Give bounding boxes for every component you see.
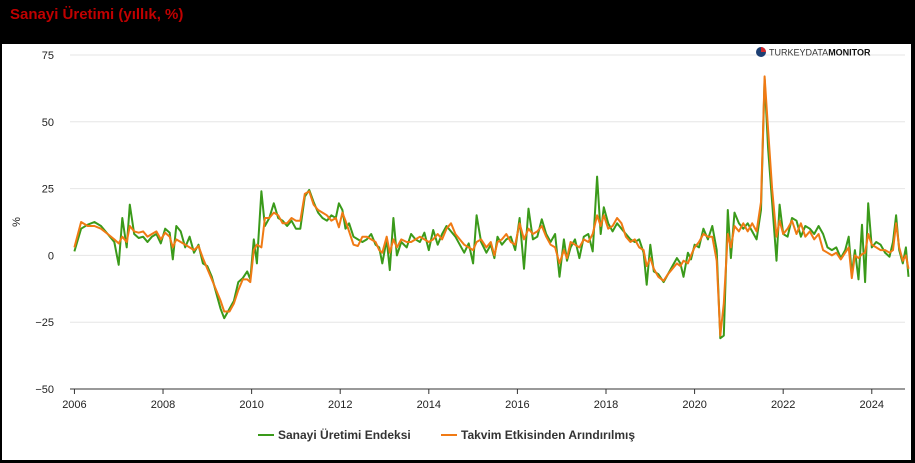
y-tick-label: 0: [48, 250, 54, 262]
title-bar: Sanayi Üretimi (yıllık, %): [0, 0, 915, 44]
legend: Sanayi Üretimi Endeksi Takvim Etkisinden…: [258, 427, 635, 442]
x-axis-ticks: 2006 2008 2010 2012 2014 2016 2018 2020 2022 2024: [62, 389, 884, 411]
y-axis-label: %: [11, 217, 23, 227]
legend-item-1[interactable]: Sanayi Üretimi Endeksi: [258, 427, 411, 442]
brand-text: TURKEYDATAMONITOR: [769, 48, 871, 58]
legend-item-2[interactable]: Takvim Etkisinden Arındırılmış: [441, 428, 635, 442]
x-tick-label: 2024: [860, 399, 884, 411]
x-tick-label: 2020: [682, 399, 706, 411]
series-line-1[interactable]: [73, 78, 910, 340]
legend-label-2: Takvim Etkisinden Arındırılmış: [461, 428, 635, 442]
x-tick-label: 2022: [771, 399, 795, 411]
legend-label-1: Sanayi Üretimi Endeksi: [278, 427, 411, 442]
brand-part-2: MONITOR: [828, 48, 871, 58]
y-tick-label: 25: [42, 184, 54, 196]
x-tick-label: 2012: [328, 399, 352, 411]
x-tick-label: 2016: [505, 399, 529, 411]
chart-panel: 75 50 25 0 −25 −50 2006 2008 2010 2012 2014 2016 20…: [2, 44, 911, 460]
brand-part-1: TURKEYDATA: [769, 48, 828, 58]
series-group: [73, 75, 910, 340]
x-tick-label: 2008: [151, 399, 175, 411]
x-tick-label: 2010: [239, 399, 263, 411]
grid-lines: [70, 54, 905, 323]
y-axis-ticks: 75 50 25 0 −25 −50: [35, 50, 54, 396]
x-tick-label: 2006: [62, 399, 86, 411]
brand-logo: TURKEYDATAMONITOR: [756, 47, 871, 58]
page-title: Sanayi Üretimi (yıllık, %): [10, 6, 184, 23]
x-tick-label: 2018: [594, 399, 618, 411]
y-tick-label: 75: [42, 50, 54, 62]
globe-icon-accent: [761, 47, 766, 52]
y-tick-label: 50: [42, 117, 54, 129]
y-tick-label: −25: [35, 317, 54, 329]
y-tick-label: −50: [35, 384, 54, 396]
x-tick-label: 2014: [417, 399, 441, 411]
series-line-2[interactable]: [73, 75, 910, 337]
